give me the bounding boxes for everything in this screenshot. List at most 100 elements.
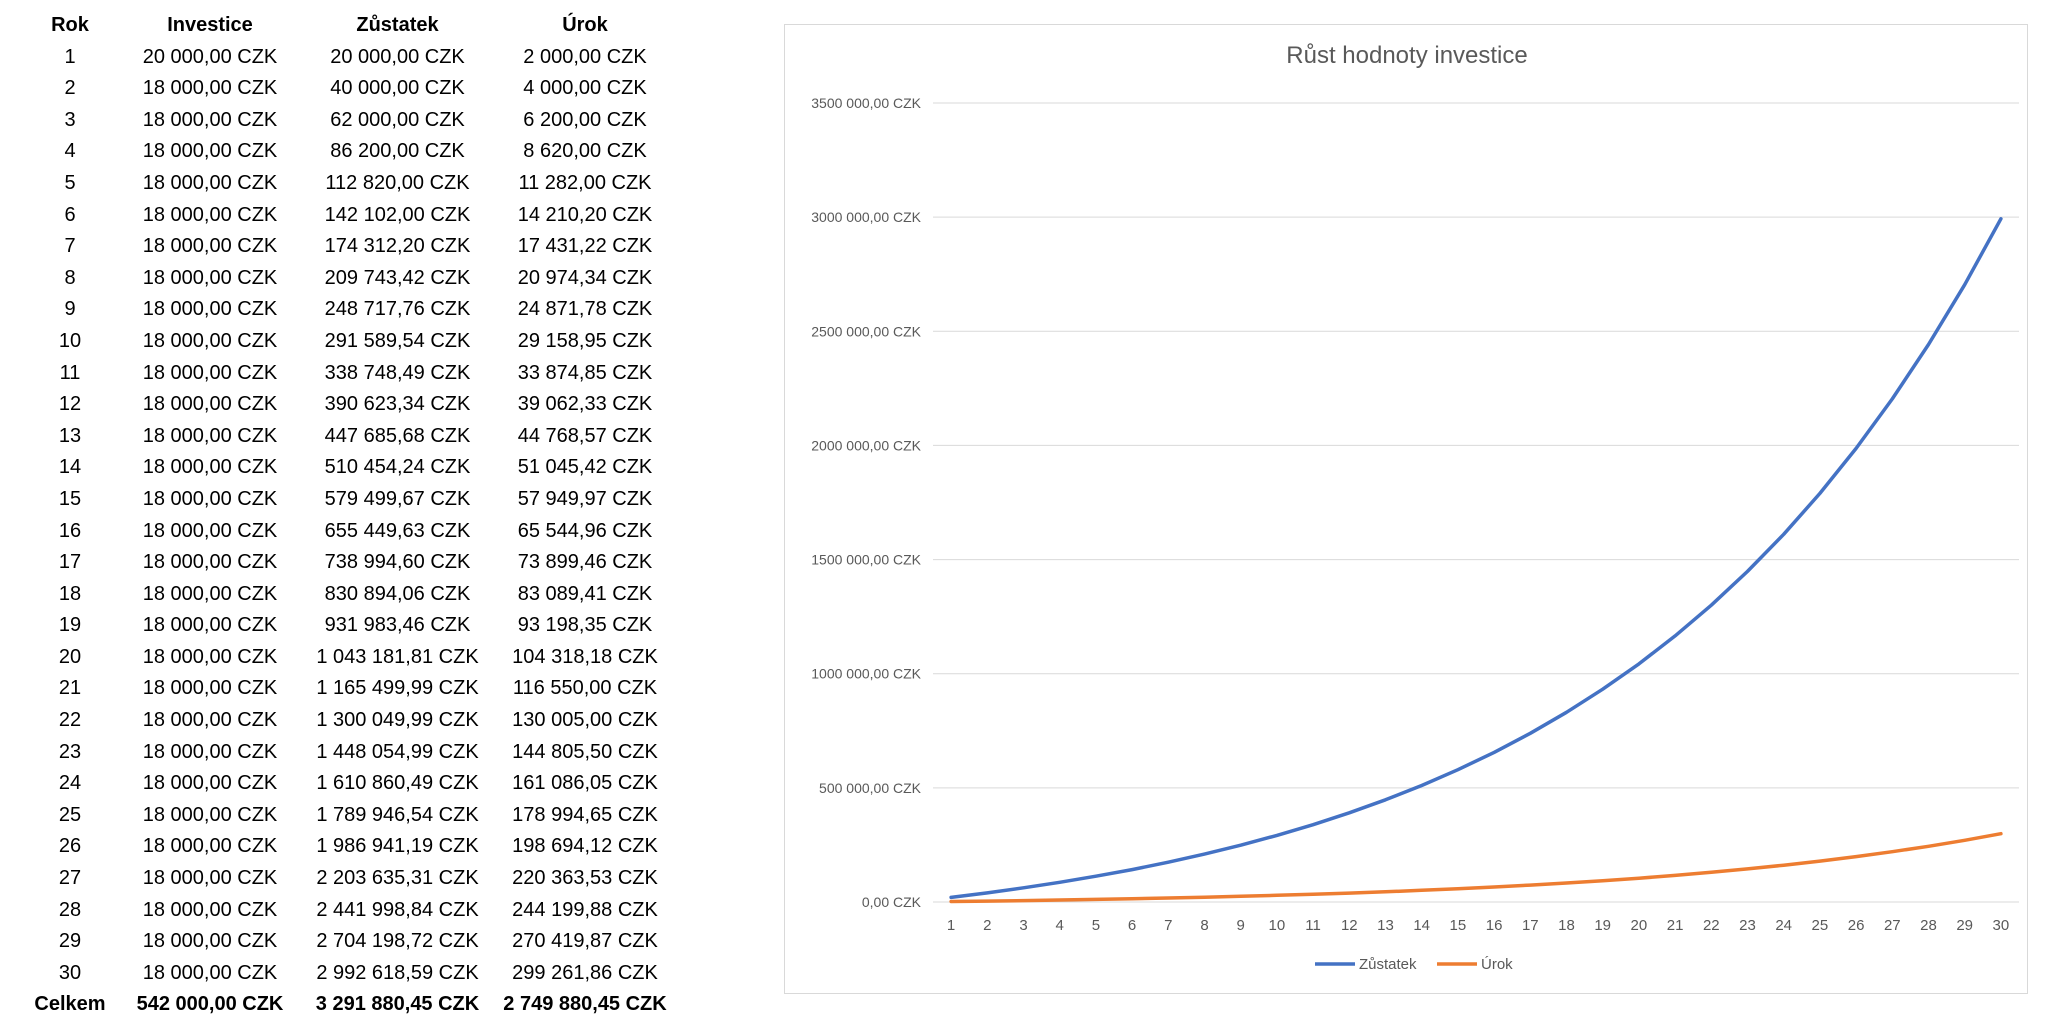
row-urok: 198 694,12 CZK <box>512 835 658 858</box>
table-row: 26 18 000,00 CZK 1 986 941,19 CZK 198 694,1… <box>20 831 675 863</box>
header-urok: Úrok <box>562 14 608 36</box>
row-investice: 18 000,00 CZK <box>142 108 278 131</box>
table-row: 25 18 000,00 CZK 1 789 946,54 CZK 178 994,6… <box>20 800 675 832</box>
x-tick-label: 24 <box>1775 917 1792 934</box>
row-zustatek: 209 743,42 CZK <box>324 266 471 289</box>
table-row: 10 18 000,00 CZK 291 589,54 CZK 29 158,95 C… <box>20 326 675 358</box>
row-investice: 18 000,00 CZK <box>142 835 278 858</box>
x-tick-label: 7 <box>1164 917 1172 934</box>
header-rok: Rok <box>51 14 89 36</box>
table-row: 27 18 000,00 CZK 2 203 635,31 CZK 220 363,5… <box>20 863 675 895</box>
row-year: 27 <box>58 867 82 890</box>
table-row: 21 18 000,00 CZK 1 165 499,99 CZK 116 550,0… <box>20 673 675 705</box>
table-row: 16 18 000,00 CZK 655 449,63 CZK 65 544,96 C… <box>20 516 675 548</box>
row-year: 12 <box>58 393 82 416</box>
x-tick-label: 8 <box>1200 917 1208 934</box>
row-year: 2 <box>64 77 76 100</box>
table-row: 6 18 000,00 CZK 142 102,00 CZK 14 210,20 CZ… <box>20 200 675 232</box>
table-row: 13 18 000,00 CZK 447 685,68 CZK 44 768,57 C… <box>20 421 675 453</box>
row-urok: 270 419,87 CZK <box>512 930 658 953</box>
row-zustatek: 655 449,63 CZK <box>324 519 471 542</box>
total-investice: 542 000,00 CZK <box>136 993 284 1016</box>
row-zustatek: 447 685,68 CZK <box>324 424 471 447</box>
row-year: 17 <box>58 551 82 574</box>
row-investice: 18 000,00 CZK <box>142 740 278 763</box>
row-zustatek: 2 441 998,84 CZK <box>316 898 479 921</box>
row-year: 25 <box>58 803 82 826</box>
row-investice: 18 000,00 CZK <box>142 393 278 416</box>
x-tick-label: 22 <box>1703 917 1720 934</box>
row-urok: 17 431,22 CZK <box>517 235 653 258</box>
table-row: 24 18 000,00 CZK 1 610 860,49 CZK 161 086,0… <box>20 768 675 800</box>
row-urok: 83 089,41 CZK <box>517 582 653 605</box>
x-tick-label: 12 <box>1341 917 1358 934</box>
x-tick-label: 13 <box>1377 917 1394 934</box>
row-investice: 18 000,00 CZK <box>142 77 278 100</box>
row-year: 3 <box>64 108 76 131</box>
table-row: 2 18 000,00 CZK 40 000,00 CZK 4 000,00 CZK <box>20 73 675 105</box>
row-urok: 220 363,53 CZK <box>512 867 658 890</box>
y-tick-label: 0,00 CZK <box>862 894 922 910</box>
row-investice: 18 000,00 CZK <box>142 298 278 321</box>
row-investice: 18 000,00 CZK <box>142 171 278 194</box>
row-zustatek: 20 000,00 CZK <box>330 45 465 68</box>
row-urok: 24 871,78 CZK <box>517 298 653 321</box>
x-tick-label: 11 <box>1305 917 1321 934</box>
row-urok: 8 620,00 CZK <box>523 140 647 163</box>
row-zustatek: 830 894,06 CZK <box>324 582 471 605</box>
x-tick-label: 6 <box>1128 917 1136 934</box>
investment-table: Rok Investice Zůstatek Úrok 1 20 000,00 C… <box>20 10 675 1021</box>
total-urok: 2 749 880,45 CZK <box>503 993 667 1016</box>
row-urok: 6 200,00 CZK <box>523 108 647 131</box>
row-urok: 161 086,05 CZK <box>512 772 658 795</box>
x-tick-label: 10 <box>1269 917 1286 934</box>
table-row: 15 18 000,00 CZK 579 499,67 CZK 57 949,97 C… <box>20 484 675 516</box>
table-row: 3 18 000,00 CZK 62 000,00 CZK 6 200,00 CZK <box>20 105 675 137</box>
row-investice: 18 000,00 CZK <box>142 140 278 163</box>
row-year: 24 <box>58 772 82 795</box>
header-zustatek: Zůstatek <box>356 14 439 36</box>
table-row: 30 18 000,00 CZK 2 992 618,59 CZK 299 261,8… <box>20 958 675 990</box>
series-line-urok <box>949 831 2003 904</box>
y-tick-label: 2000 000,00 CZK <box>811 437 921 453</box>
row-year: 20 <box>58 645 82 668</box>
x-tick-label: 5 <box>1092 917 1100 934</box>
table-row: 9 18 000,00 CZK 248 717,76 CZK 24 871,78 CZ… <box>20 294 675 326</box>
row-investice: 18 000,00 CZK <box>142 329 278 352</box>
row-urok: 130 005,00 CZK <box>512 709 658 732</box>
y-tick-label: 3500 000,00 CZK <box>811 95 921 111</box>
row-urok: 39 062,33 CZK <box>517 393 653 416</box>
row-investice: 18 000,00 CZK <box>142 424 278 447</box>
row-investice: 18 000,00 CZK <box>142 487 278 510</box>
row-investice: 18 000,00 CZK <box>142 803 278 826</box>
row-year: 23 <box>58 740 82 763</box>
x-tick-label: 3 <box>1019 917 1027 934</box>
row-year: 19 <box>58 614 82 637</box>
x-tick-label: 25 <box>1812 917 1829 934</box>
table-row: 12 18 000,00 CZK 390 623,34 CZK 39 062,33 C… <box>20 389 675 421</box>
table-row: 23 18 000,00 CZK 1 448 054,99 CZK 144 805,5… <box>20 737 675 769</box>
table-row: 29 18 000,00 CZK 2 704 198,72 CZK 270 419,8… <box>20 926 675 958</box>
legend-label: Úrok <box>1481 956 1513 973</box>
x-tick-label: 23 <box>1739 917 1756 934</box>
row-zustatek: 174 312,20 CZK <box>324 235 471 258</box>
line-chart: Růst hodnoty investice 0,00 CZK 500 000,0… <box>811 42 2019 973</box>
row-investice: 18 000,00 CZK <box>142 772 278 795</box>
x-tick-label: 17 <box>1522 917 1539 934</box>
x-tick-label: 21 <box>1667 917 1684 934</box>
row-urok: 299 261,86 CZK <box>512 961 658 984</box>
table-total-row: Celkem 542 000,00 CZK 3 291 880,45 CZK 2 74… <box>20 989 675 1021</box>
row-urok: 14 210,20 CZK <box>517 203 653 226</box>
row-year: 28 <box>58 898 82 921</box>
x-tick-label: 27 <box>1884 917 1901 934</box>
legend-label: Zůstatek <box>1359 956 1417 973</box>
y-tick-label: 3000 000,00 CZK <box>811 209 921 225</box>
x-tick-label: 1 <box>947 917 955 934</box>
x-tick-label: 16 <box>1486 917 1503 934</box>
row-year: 14 <box>58 456 82 479</box>
row-investice: 18 000,00 CZK <box>142 867 278 890</box>
row-urok: 11 282,00 CZK <box>518 171 652 194</box>
row-investice: 18 000,00 CZK <box>142 614 278 637</box>
row-urok: 65 544,96 CZK <box>517 519 653 542</box>
total-zustatek: 3 291 880,45 CZK <box>315 993 480 1016</box>
